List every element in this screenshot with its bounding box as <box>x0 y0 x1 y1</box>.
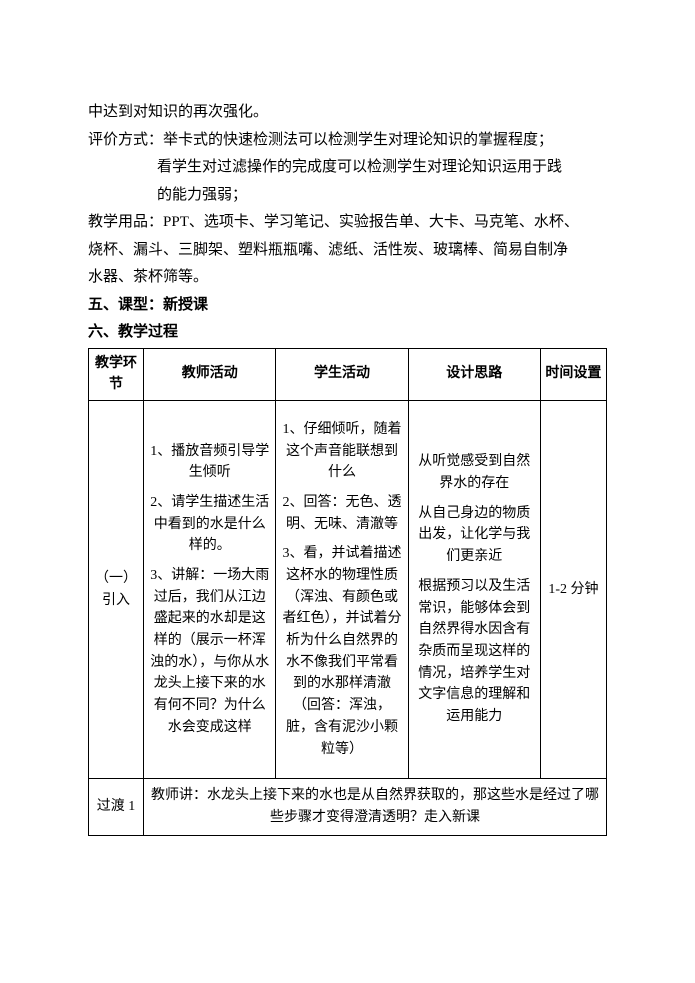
rationale-3: 根据预习以及生活常识，能够体会到自然界得水因含有杂质而呈现这样的情况，培养学生对… <box>412 576 537 728</box>
rationale-2: 从自己身边的物质出发，让化学与我们更亲近 <box>412 503 537 568</box>
evaluation-text-1: 举卡式的快速检测法可以检测学生对理论知识的掌握程度； <box>163 132 553 148</box>
header-stage: 教学环节 <box>89 348 144 400</box>
supplies-text-1: PPT、选项卡、学习笔记、实验报告单、大卡、马克笔、水杯、 <box>163 214 579 230</box>
evaluation-label: 评价方式： <box>88 132 163 148</box>
table-header-row: 教学环节 教师活动 学生活动 设计思路 时间设置 <box>89 348 607 400</box>
header-time: 时间设置 <box>540 348 606 400</box>
section-5-heading: 五、课型：新授课 <box>88 293 607 319</box>
supplies-line-3: 水器、茶杯筛等。 <box>88 265 607 291</box>
header-teacher: 教师活动 <box>144 348 276 400</box>
header-student: 学生活动 <box>276 348 408 400</box>
section-6-heading: 六、教学过程 <box>88 320 607 346</box>
cell-rationale: 从听觉感受到自然界水的存在 从自己身边的物质出发，让化学与我们更亲近 根据预习以… <box>408 400 540 778</box>
supplies-line-1: 教学用品：PPT、选项卡、学习笔记、实验报告单、大卡、马克笔、水杯、 <box>88 210 607 236</box>
table-row-transition: 过渡 1 教师讲：水龙头上接下来的水也是从自然界获取的，那这些水是经过了哪些步骤… <box>89 779 607 835</box>
cell-teacher: 1、播放音频引导学生倾听 2、请学生描述生活中看到的水是什么样的。 3、讲解：一… <box>144 400 276 778</box>
intro-line: 中达到对知识的再次强化。 <box>88 100 607 126</box>
evaluation-line-2: 看学生对过滤操作的完成度可以检测学生对理论知识运用于践 <box>88 155 607 181</box>
evaluation-line-3: 的能力强弱； <box>88 183 607 209</box>
student-activity-1: 1、仔细倾听，随着这个声音能联想到什么 <box>279 419 404 484</box>
student-activity-3: 3、看，并试着描述这杯水的物理性质（浑浊、有颜色或者红色），并试着分析为什么自然… <box>279 543 404 760</box>
table-row: （一）引入 1、播放音频引导学生倾听 2、请学生描述生活中看到的水是什么样的。 … <box>89 400 607 778</box>
header-rationale: 设计思路 <box>408 348 540 400</box>
cell-time: 1-2 分钟 <box>540 400 606 778</box>
cell-student: 1、仔细倾听，随着这个声音能联想到什么 2、回答：无色、透明、无味、清澈等 3、… <box>276 400 408 778</box>
teacher-activity-3: 3、讲解：一场大雨过后，我们从江边盛起来的水却是这样的（展示一杯浑浊的水），与你… <box>147 565 272 739</box>
evaluation-line-1: 评价方式：举卡式的快速检测法可以检测学生对理论知识的掌握程度； <box>88 128 607 154</box>
cell-transition-text: 教师讲：水龙头上接下来的水也是从自然界获取的，那这些水是经过了哪些步骤才变得澄清… <box>144 779 607 835</box>
rationale-1: 从听觉感受到自然界水的存在 <box>412 451 537 494</box>
teacher-activity-2: 2、请学生描述生活中看到的水是什么样的。 <box>147 492 272 557</box>
teaching-process-table: 教学环节 教师活动 学生活动 设计思路 时间设置 （一）引入 1、播放音频引导学… <box>88 348 607 836</box>
cell-transition-label: 过渡 1 <box>89 779 144 835</box>
student-activity-2: 2、回答：无色、透明、无味、清澈等 <box>279 492 404 535</box>
cell-stage: （一）引入 <box>89 400 144 778</box>
supplies-line-2: 烧杯、漏斗、三脚架、塑料瓶瓶嘴、滤纸、活性炭、玻璃棒、简易自制净 <box>88 238 607 264</box>
supplies-label: 教学用品： <box>88 214 163 230</box>
teacher-activity-1: 1、播放音频引导学生倾听 <box>147 441 272 484</box>
